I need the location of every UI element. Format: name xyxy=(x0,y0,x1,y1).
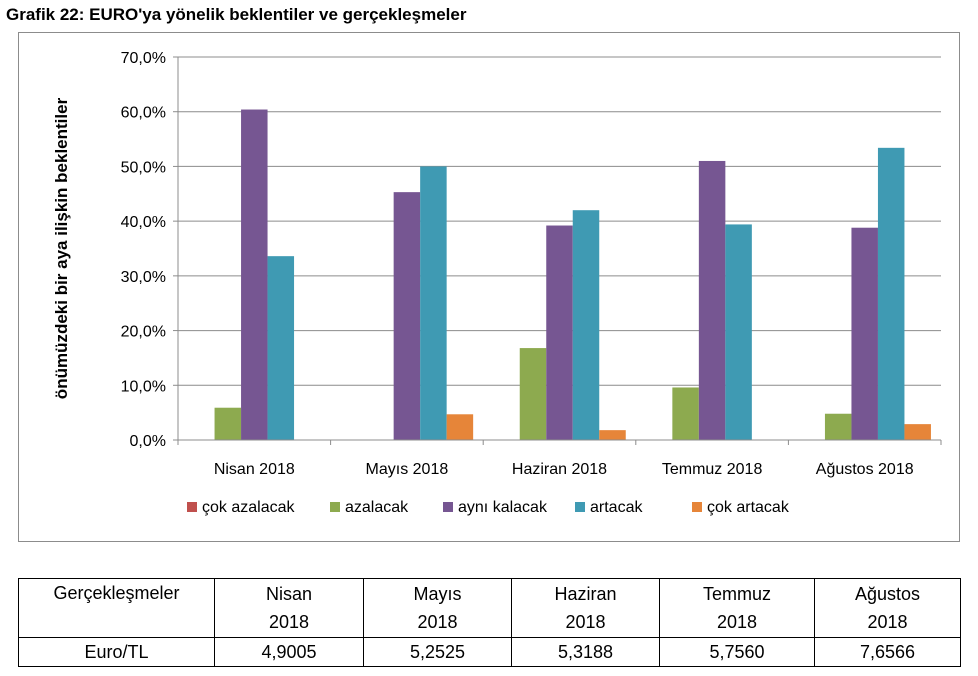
table-cell: 5,2525 xyxy=(363,637,512,667)
y-tick-label: 50,0% xyxy=(121,159,166,176)
table-cell: 4,9005 xyxy=(214,637,364,667)
bar xyxy=(599,430,626,440)
x-tick-label: Mayıs 2018 xyxy=(366,461,449,478)
table-row: Euro/TL 4,9005 5,2525 5,3188 5,7560 7,65… xyxy=(18,637,961,667)
x-tick-label: Nisan 2018 xyxy=(214,461,295,478)
bar xyxy=(420,166,447,440)
legend-swatch xyxy=(330,502,340,512)
y-tick-label: 40,0% xyxy=(121,214,166,231)
legend-swatch xyxy=(443,502,453,512)
y-tick-label: 60,0% xyxy=(121,105,166,122)
bar xyxy=(824,413,852,440)
bar xyxy=(904,424,931,440)
bar xyxy=(214,407,242,440)
table-cell: 5,3188 xyxy=(511,637,660,667)
y-tick-label: 20,0% xyxy=(121,324,166,341)
x-tick-label: Temmuz 2018 xyxy=(662,461,763,478)
legend-label: aynı kalacak xyxy=(458,499,548,516)
y-tick-label: 70,0% xyxy=(121,50,166,67)
table-header-cell: Temmuz 2018 xyxy=(659,578,815,638)
bar xyxy=(572,210,600,440)
bar xyxy=(877,147,905,440)
table-cell: Euro/TL xyxy=(18,637,215,667)
bar xyxy=(519,348,547,440)
legend-swatch xyxy=(692,502,702,512)
y-tick-label: 0,0% xyxy=(130,433,166,450)
bar xyxy=(241,109,268,441)
legend-label: artacak xyxy=(590,499,643,516)
table-header-cell: Haziran 2018 xyxy=(511,578,660,638)
y-tick-label: 10,0% xyxy=(121,378,166,395)
chart-title: Grafik 22: EURO'ya yönelik beklentiler v… xyxy=(6,5,467,24)
table-header-cell: Gerçekleşmeler xyxy=(18,578,215,638)
bar xyxy=(546,225,573,440)
legend-swatch xyxy=(575,502,585,512)
bar xyxy=(446,414,474,440)
table-header-cell: Nisan 2018 xyxy=(214,578,364,638)
x-tick-label: Haziran 2018 xyxy=(512,461,607,478)
bar xyxy=(725,224,752,440)
table-cell: 5,7560 xyxy=(659,637,815,667)
table-header-cell: Ağustos 2018 xyxy=(814,578,961,638)
bar xyxy=(393,192,421,440)
bar-chart: 0,0% 10,0% 20,0% 30,0% 40,0% 50,0% 60,0% 70,0% N… xyxy=(52,50,942,516)
chart-frame: 0,0% 10,0% 20,0% 30,0% 40,0% 50,0% 60,0% 70,0% N… xyxy=(18,32,960,542)
table-header-cell: Mayıs 2018 xyxy=(363,578,512,638)
realizations-table: Gerçekleşmeler Nisan 2018 Mayıs 2018 Hazir… xyxy=(18,578,961,667)
legend-label: azalacak xyxy=(345,499,409,516)
bar xyxy=(267,256,295,440)
legend-swatch xyxy=(187,502,197,512)
x-tick-label: Ağustos 2018 xyxy=(816,461,914,478)
y-tick-label: 30,0% xyxy=(121,269,166,286)
bar xyxy=(851,227,878,440)
legend-label: çok artacak xyxy=(707,499,790,516)
table-header-row: Gerçekleşmeler Nisan 2018 Mayıs 2018 Hazir… xyxy=(18,578,961,638)
table-cell: 7,6566 xyxy=(814,637,961,667)
bar xyxy=(672,387,699,440)
legend-label: çok azalacak xyxy=(202,499,295,516)
y-axis-label: önümüzdeki bir aya ilişkin beklentiler xyxy=(52,97,71,399)
bar xyxy=(698,160,726,440)
